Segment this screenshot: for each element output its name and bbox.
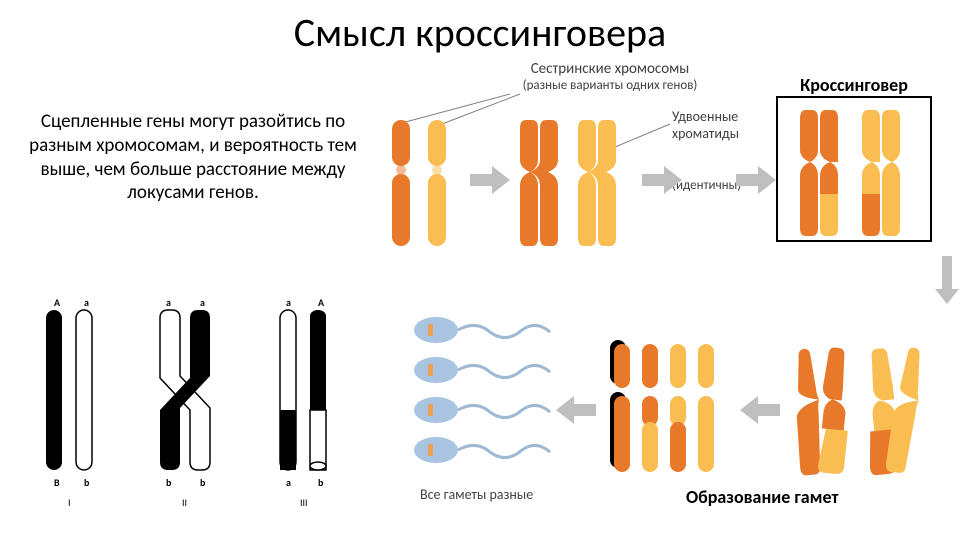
arrow-left-2 bbox=[556, 394, 596, 426]
svg-text:II: II bbox=[182, 496, 187, 509]
arrow-down bbox=[935, 256, 959, 306]
all-gametes-label: Все гаметы разные bbox=[420, 486, 570, 503]
allele-A: A bbox=[54, 296, 61, 309]
chromatids-line2: хроматиды bbox=[672, 125, 772, 142]
svg-text:b: b bbox=[318, 476, 324, 489]
bw-linkage-diagram: A a B b I a a b b II a A a b III bbox=[36, 296, 366, 522]
sister-chromosome-label: Сестринские хромосомы (разные варианты о… bbox=[470, 60, 750, 93]
chromosome-spread bbox=[792, 344, 942, 484]
chromatids-label: Удвоенные хроматиды bbox=[672, 108, 772, 142]
svg-text:a: a bbox=[286, 476, 291, 489]
svg-text:III: III bbox=[300, 496, 308, 509]
gamete-formation-label: Образование гамет bbox=[686, 486, 906, 508]
arrow-right-2 bbox=[642, 164, 682, 196]
chromatids-line1: Удвоенные bbox=[672, 108, 772, 125]
page-title: Смысл кроссинговера bbox=[0, 8, 960, 57]
arrow-right-1 bbox=[470, 164, 510, 196]
explanation-paragraph: Сцепленные гены могут разойтись по разны… bbox=[28, 110, 358, 205]
svg-text:a: a bbox=[166, 296, 171, 309]
chromosome-four-separated bbox=[610, 340, 730, 480]
svg-text:A: A bbox=[318, 296, 325, 309]
arrow-right-3 bbox=[736, 164, 776, 196]
allele-a: a bbox=[84, 296, 89, 309]
sister-line1: Сестринские хромосомы bbox=[470, 60, 750, 78]
gametes-sperm bbox=[410, 316, 560, 486]
svg-text:b: b bbox=[166, 476, 172, 489]
allele-b: b bbox=[84, 476, 90, 489]
allele-B: B bbox=[54, 476, 60, 489]
crossover-label: Кроссинговер bbox=[775, 74, 933, 96]
chromosome-replicated bbox=[516, 118, 636, 248]
svg-text:b: b bbox=[200, 476, 206, 489]
arrow-left-1 bbox=[740, 394, 780, 426]
roman-I: I bbox=[68, 496, 71, 509]
chromosome-crossover bbox=[790, 108, 918, 236]
svg-text:a: a bbox=[286, 296, 291, 309]
chromosome-pair-initial bbox=[386, 118, 466, 248]
svg-text:a: a bbox=[200, 296, 205, 309]
